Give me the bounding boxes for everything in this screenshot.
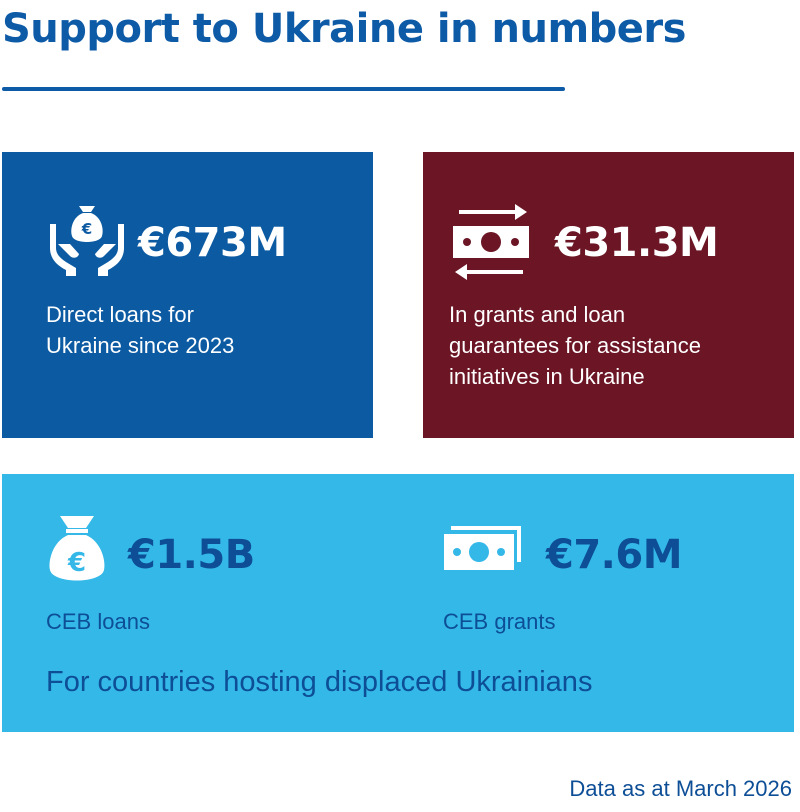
desc-line: In grants and loan <box>449 302 626 327</box>
hosting-countries-caption: For countries hosting displaced Ukrainia… <box>46 666 593 698</box>
ceb-loans-amount: €1.5B <box>128 532 255 578</box>
desc-line: guarantees for assistance <box>449 333 701 358</box>
ceb-grants-label: CEB grants <box>443 609 556 634</box>
page-title: Support to Ukraine in numbers <box>2 6 686 52</box>
direct-loans-description: Direct loans for Ukraine since 2023 <box>46 299 234 361</box>
direct-loans-amount: €673M <box>138 220 287 266</box>
svg-text:€: € <box>81 220 92 238</box>
ceb-grants-amount: €7.6M <box>546 532 683 578</box>
banknote-exchange-icon <box>453 204 529 280</box>
ceb-loans-label: CEB loans <box>46 609 150 634</box>
hosting-countries-card: € €1.5B CEB loans €7.6M CEB grants For c… <box>2 474 794 732</box>
desc-line: initiatives in Ukraine <box>449 364 645 389</box>
title-underline <box>2 87 565 91</box>
desc-line: Ukraine since 2023 <box>46 333 235 358</box>
direct-loans-card: € €673M Direct loans for Ukraine since 2… <box>2 152 373 438</box>
svg-text:€: € <box>67 548 86 578</box>
euro-money-bag-icon: € <box>49 516 105 581</box>
grants-guarantees-card: €31.3M In grants and loan guarantees for… <box>423 152 794 438</box>
hands-money-bag-icon: € <box>50 206 124 276</box>
desc-line: Direct loans for <box>46 302 194 327</box>
grants-guarantees-description: In grants and loan guarantees for assist… <box>449 299 701 392</box>
data-date-note: Data as at March 2026 <box>569 776 792 801</box>
grants-guarantees-amount: €31.3M <box>555 220 719 266</box>
banknotes-stack-icon <box>444 526 521 570</box>
